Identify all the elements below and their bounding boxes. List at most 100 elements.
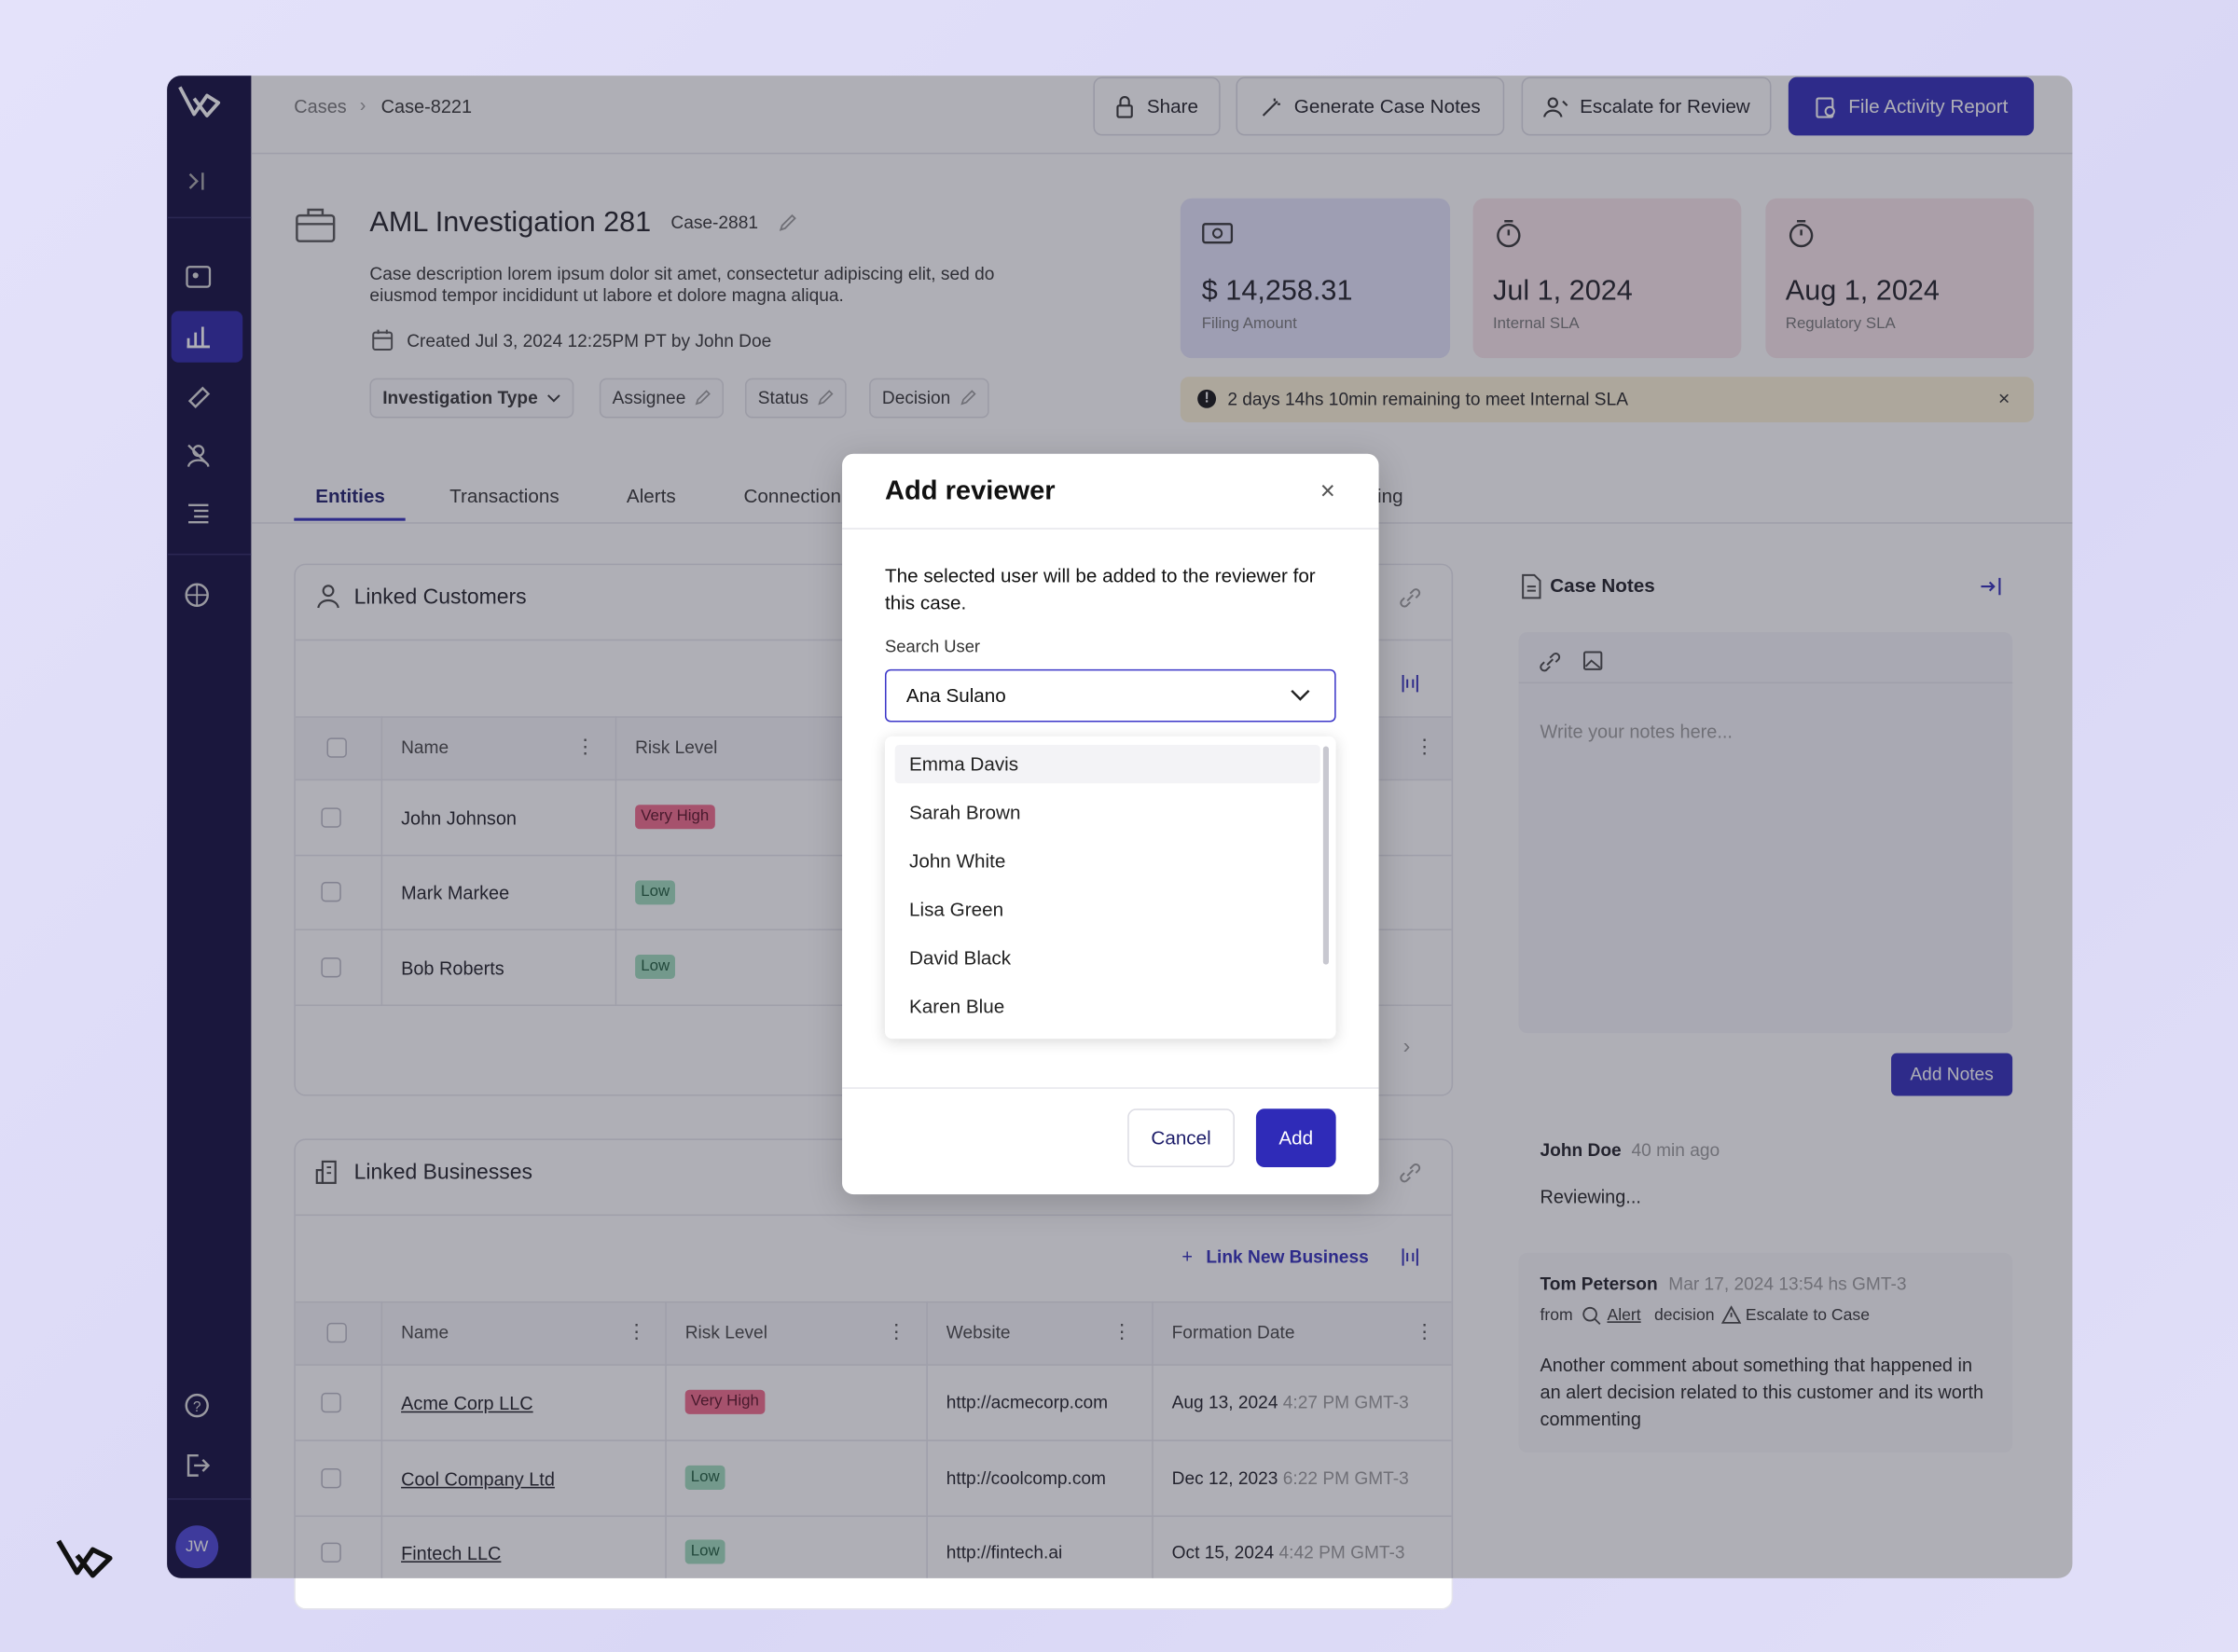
selected-user: Ana Sulano [905,684,1006,707]
search-user-select[interactable] [884,668,1336,723]
collapse-icon[interactable] [186,170,208,192]
tab[interactable]: Transactions [449,485,560,507]
user-option[interactable]: Lisa Green [908,899,1004,921]
column-menu[interactable]: ⋮ [1414,735,1435,758]
col-divider [1152,1301,1154,1578]
column-header[interactable]: Formation Date [1171,1322,1295,1343]
tab[interactable]: Entities [315,485,385,507]
cancel-button[interactable]: Cancel [1127,1108,1235,1168]
col-divider [615,716,617,1005]
assignee-field[interactable]: Assignee [599,378,725,419]
checkbox[interactable] [321,1542,341,1563]
nav-active[interactable] [171,310,243,363]
label: Investigation Type [382,388,538,408]
icon [696,390,711,406]
column-menu[interactable]: ⋮ [886,1319,906,1343]
collapse-panel-icon[interactable] [1980,576,2002,596]
nav-icon[interactable] [186,325,212,349]
card-title: Linked Customers [353,585,527,610]
columns-icon[interactable] [1402,1247,1418,1267]
user-option[interactable]: Emma Davis [908,753,1019,776]
add-notes-button[interactable]: Add Notes [1891,1053,2013,1096]
link-icon[interactable] [1399,588,1421,608]
nav-icon[interactable] [184,582,210,608]
column-menu[interactable]: ⋮ [1414,1319,1435,1343]
column-menu[interactable]: ⋮ [574,735,596,758]
row-divider [295,1439,1452,1441]
user-options-list [884,736,1336,1039]
cell: Mark Markee [401,881,510,903]
business-link[interactable]: Cool Company Ltd [401,1467,555,1490]
comment-source-link[interactable]: Alert [1607,1307,1641,1325]
risk-tag: Low [635,880,676,905]
cell: http://fintech.ai [946,1542,1063,1563]
icon [1816,96,1835,117]
checkbox[interactable] [321,957,341,978]
investigation-type-select[interactable]: Investigation Type [369,378,574,419]
checkbox[interactable] [326,1322,347,1343]
user-option[interactable]: Karen Blue [908,996,1005,1018]
nav-icon[interactable] [186,502,212,525]
user-option[interactable]: Sarah Brown [908,802,1021,824]
modal-divider [842,1087,1379,1089]
row-divider [295,1301,1452,1303]
money-icon [1202,223,1234,244]
business-link[interactable]: Fintech LLC [401,1542,502,1564]
toolbar-divider [1518,681,2013,684]
add-button[interactable]: Add [1255,1108,1336,1168]
file-report-button[interactable]: File Activity Report [1788,76,2035,136]
time: 4:27 PM GMT-3 [1282,1392,1409,1413]
checkbox[interactable] [321,1392,341,1413]
nav-icon[interactable] [186,384,212,410]
decision-field[interactable]: Decision [869,378,989,419]
sidebar-logo[interactable] [175,83,221,120]
column-header[interactable]: Website [946,1322,1011,1343]
comment-source: Escalate to Case [1745,1307,1870,1325]
logout-icon[interactable] [184,1452,210,1479]
alert-source-icon [1582,1306,1601,1326]
share-button[interactable]: Share [1093,76,1221,136]
column-header[interactable]: Name [401,1322,449,1343]
scrollbar[interactable] [1322,746,1329,965]
risk-tag: Low [684,1465,725,1490]
tab[interactable]: Alerts [626,485,676,507]
link-new-business[interactable]: Link New Business [1206,1246,1369,1268]
column-menu[interactable]: ⋮ [1112,1319,1132,1343]
help-icon[interactable]: ? [184,1393,210,1419]
cell: John Johnson [401,807,518,830]
checkbox[interactable] [321,1467,341,1489]
tab[interactable]: Connection [743,485,842,507]
row-divider [295,1364,1452,1366]
nav-icon[interactable] [186,442,212,468]
nav-icon[interactable] [186,266,212,288]
generate-notes-button[interactable]: Generate Case Notes [1236,76,1505,136]
tab[interactable]: ing [1377,485,1403,507]
column-header[interactable]: Name [401,737,449,758]
link-icon[interactable] [1399,1163,1421,1183]
link-action-icon[interactable]: + [1181,1246,1193,1268]
link-tool[interactable] [1539,652,1561,672]
edit-icon[interactable] [778,213,797,232]
user-option[interactable]: David Black [908,947,1012,970]
checkbox[interactable] [321,881,341,902]
next-page[interactable]: › [1402,1034,1411,1059]
columns-icon[interactable] [1402,673,1418,693]
status-field[interactable]: Status [744,378,848,419]
column-header[interactable]: Risk Level [684,1322,767,1343]
business-link[interactable]: Acme Corp LLC [401,1392,533,1414]
checkbox[interactable] [326,737,347,758]
modal-close[interactable]: × [1319,476,1335,505]
user-option[interactable]: John White [908,850,1006,873]
checkbox[interactable] [321,807,341,828]
user-avatar[interactable]: JW [175,1525,219,1569]
image-tool[interactable] [1582,651,1603,670]
notes-editor[interactable] [1518,632,2013,1034]
column-header[interactable]: Risk Level [635,737,718,758]
close-alert[interactable]: × [1997,386,2010,410]
tab-indicator [294,517,406,521]
breadcrumb[interactable]: Cases [294,95,347,117]
escalate-button[interactable]: Escalate for Review [1521,76,1772,136]
column-menu[interactable]: ⋮ [626,1319,647,1343]
warning-icon [1720,1305,1742,1324]
breadcrumb: Case-8221 [380,95,473,117]
